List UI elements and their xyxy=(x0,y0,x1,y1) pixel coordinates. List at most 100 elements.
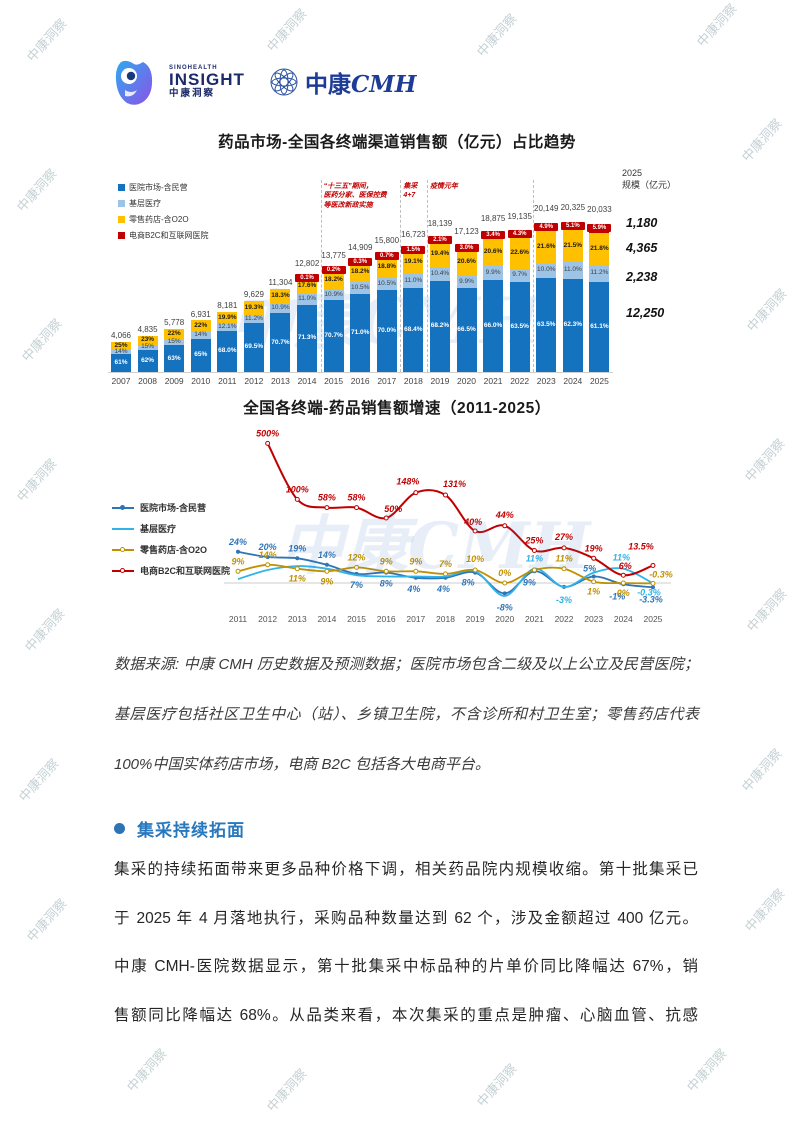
bar-segment-label: 10.9% xyxy=(324,290,343,298)
x-axis-year-label: 2020 xyxy=(495,614,514,624)
data-point-marker xyxy=(502,580,508,586)
bar-total-label: 17,123 xyxy=(454,226,479,236)
x-axis-year-label: 2018 xyxy=(436,614,455,624)
watermark-text: 中康洞察 xyxy=(21,605,68,655)
x-axis-year-label: 2019 xyxy=(466,614,485,624)
watermark-text: 中康洞察 xyxy=(738,745,785,795)
period-separator-line xyxy=(320,180,322,372)
legend-item: 电商B2C和互联网医院 xyxy=(118,230,209,241)
data-point-marker xyxy=(472,567,478,573)
section-heading: 集采持续拓面 xyxy=(114,816,245,841)
watermark-text: 中康洞察 xyxy=(473,10,520,60)
x-axis-year-label: 2012 xyxy=(258,614,277,624)
legend-item: 零售药店-含O2O xyxy=(118,214,209,225)
bar-segment-label: 21.6% xyxy=(537,242,556,250)
bar-column-2007: 61% 14% 25% 4,066 2007 xyxy=(108,160,135,386)
bar-column-2020: 66.5% 9.9% 20.6% 3.0% 17,123 2020 xyxy=(454,160,481,386)
bar-segment-label: 25% xyxy=(114,341,128,349)
bar-segment xyxy=(217,311,238,324)
x-axis-year-label: 2017 xyxy=(377,376,397,386)
bar-segment xyxy=(217,323,238,331)
bar-total-label: 15,800 xyxy=(374,236,400,246)
legend-label: 基层医疗 xyxy=(140,524,177,534)
bar-segment xyxy=(589,265,610,282)
x-axis-year-label: 2016 xyxy=(350,376,370,386)
bar-total-label: 12,802 xyxy=(294,258,320,268)
data-point-label: 27% xyxy=(554,532,573,542)
bar-segment-label: 14% xyxy=(194,331,208,339)
ecommerce-share-label: 3.0% xyxy=(454,243,479,252)
bullet-icon xyxy=(114,823,125,834)
bar-segment-label: 9.9% xyxy=(485,269,501,277)
legend-label: 医院市场-含民营 xyxy=(129,183,188,192)
data-point-marker xyxy=(620,580,626,586)
data-point-marker xyxy=(265,555,270,559)
scale-2025-value: 1,180 xyxy=(626,216,658,230)
scale-2025-unit: 规模（亿元） xyxy=(622,179,677,190)
data-point-label: 10% xyxy=(466,554,484,564)
bar-segment xyxy=(297,294,318,305)
bar-segment xyxy=(297,277,318,295)
bar-segment-label: 10.5% xyxy=(377,280,396,288)
bar-total-label: 8,181 xyxy=(217,300,238,310)
bar-segment xyxy=(350,293,371,372)
data-point-marker xyxy=(383,515,389,521)
bar-segment xyxy=(164,329,185,339)
watermark-text: 中康洞察 xyxy=(18,315,65,365)
bar-segment-label: 65% xyxy=(194,351,208,359)
bar-segment-label: 70.7% xyxy=(324,332,343,340)
bar-total-label: 18,139 xyxy=(427,219,453,229)
data-point-label: 6% xyxy=(619,561,632,571)
bar-segment-label: 62.3% xyxy=(563,321,583,329)
bar-column-2011: 68.0% 12.1% 19.9% 8,181 2011 xyxy=(214,160,241,386)
line-chart-legend: 医院市场-含民营 基层医疗 零售药店-含O2O 电商B2C和互联网医院 xyxy=(112,497,230,581)
scale-2025-value: 4,365 xyxy=(626,241,658,255)
bar-chart-title: 药品市场-全国各终端渠道销售额（亿元）占比趋势 xyxy=(218,134,576,151)
x-axis-year-label: 2008 xyxy=(138,376,158,386)
bar-segment-label: 22.6% xyxy=(510,248,529,256)
x-axis-year-label: 2020 xyxy=(457,376,476,386)
bar-segment xyxy=(376,290,397,372)
data-point-marker xyxy=(531,548,537,553)
data-point-label: 11% xyxy=(526,554,543,564)
data-point-marker xyxy=(531,567,537,573)
data-source-line: 100%中国实体药店市场，电商 B2C 包括各大电商平台。 xyxy=(114,756,490,773)
bar-segment-label: 21.5% xyxy=(563,241,583,249)
data-point-label: 13.5% xyxy=(628,541,654,551)
bar-segment-label: 11.0% xyxy=(563,266,582,274)
section-heading-text: 集采持续拓面 xyxy=(137,821,245,840)
ecommerce-share-label: 5.9% xyxy=(587,224,612,233)
x-axis-year-label: 2013 xyxy=(271,376,290,386)
bar-column-2013: 70.7% 10.9% 18.3% 11,304 2013 xyxy=(267,160,294,386)
ecommerce-share-label: 3.4% xyxy=(481,231,506,240)
x-axis-year-label: 2007 xyxy=(111,376,131,386)
insight-owl-logo-icon xyxy=(115,60,153,105)
bar-total-label: 20,033 xyxy=(587,205,612,215)
bar-segment xyxy=(111,349,131,354)
data-point-marker xyxy=(354,564,360,570)
x-axis-year-label: 2022 xyxy=(510,376,530,386)
cmh-wordmark: 中康CMH xyxy=(305,65,417,99)
legend-marker xyxy=(120,546,125,552)
bar-segment xyxy=(403,250,424,275)
bar-segment-label: 10.9% xyxy=(271,304,290,312)
bar-segment xyxy=(270,313,291,372)
bar-total-label: 14,909 xyxy=(347,242,373,252)
bar-segment xyxy=(137,349,158,372)
legend-swatch xyxy=(118,184,125,191)
bar-segment-label: 66.0% xyxy=(483,322,503,330)
data-point-label: -8% xyxy=(497,602,513,612)
bar-total-label: 19,135 xyxy=(507,211,532,221)
watermark-text: 中康洞察 xyxy=(693,0,740,50)
bar-segment xyxy=(376,256,397,279)
bar-segment-label: 11.2% xyxy=(590,269,609,277)
legend-item: 基层医疗 xyxy=(112,518,230,539)
data-point-marker xyxy=(354,505,360,511)
bar-segment-label: 61.1% xyxy=(590,322,609,330)
x-axis-year-label: 2022 xyxy=(555,614,574,624)
body-line: 售额同比降幅达 68%。从品类来看，本次集采的重点是肿瘤、心脑血管、抗感 xyxy=(114,1006,698,1024)
data-point-label: 148% xyxy=(396,477,419,487)
bar-segment-label: 68.2% xyxy=(430,322,450,330)
scale-2025-value: 12,250 xyxy=(626,306,665,320)
body-line: 于 2025 年 4 月落地执行，采购品种数量达到 62 个，涉及金额超过 40… xyxy=(114,909,698,927)
